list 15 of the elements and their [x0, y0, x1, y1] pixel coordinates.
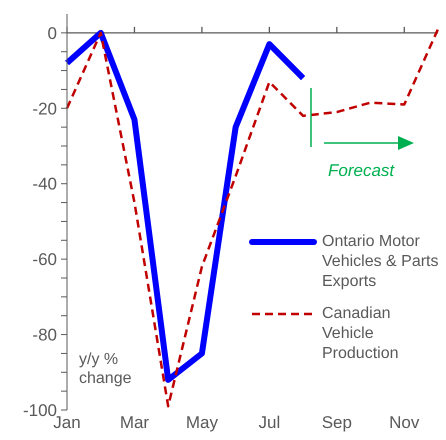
y-tick-label: -20 [32, 99, 57, 118]
x-tick-label: Mar [120, 413, 150, 432]
y-tick-label: -40 [32, 174, 57, 194]
x-tick-label: Sep [322, 413, 352, 432]
y-tick-label: -60 [32, 250, 57, 270]
x-tick-label: Nov [389, 413, 420, 432]
x-tick-label: May [186, 413, 218, 432]
y-tick-label: 0 [48, 24, 57, 43]
x-tick-label: Jul [258, 413, 280, 432]
legend-label: Ontario Motor Vehicles & Parts Exports [322, 232, 440, 292]
y-tick-label: -80 [32, 326, 57, 345]
y-axis-title: y/y % change [79, 350, 132, 388]
annotation: Forecast [328, 161, 394, 181]
legend-label: Canadian Vehicle Production [322, 304, 400, 364]
y-tick-label: -100 [22, 401, 57, 420]
